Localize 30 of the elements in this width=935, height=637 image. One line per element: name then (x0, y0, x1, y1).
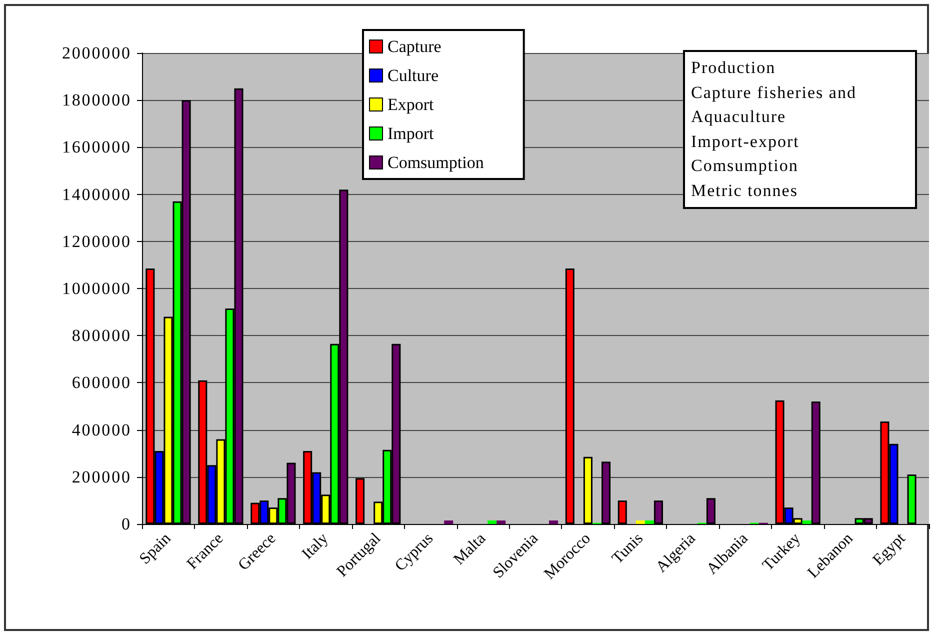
y-tick-label: 1 8 0 0 0 0 0 (62, 90, 130, 110)
legend-label: Culture (388, 66, 438, 85)
y-tick-label: 4 0 0 0 0 0 (72, 420, 130, 440)
annotation: Production (691, 57, 777, 79)
y-tick-label: 0 (122, 514, 130, 534)
bar (444, 520, 454, 524)
y-tick-label: 2 0 0 0 0 0 0 (62, 44, 130, 62)
annotation: Comsumption (691, 155, 800, 177)
bar (802, 520, 812, 524)
annotation: Metric tonnes (691, 180, 799, 202)
annotation: Import-export (691, 130, 800, 153)
y-tick-label: 2 0 0 0 0 0 (72, 467, 130, 486)
y-tick-label: 1 4 0 0 0 0 0 (62, 184, 130, 204)
annotation: Capture fisheries and (691, 82, 858, 104)
legend-label: Import (388, 124, 434, 143)
y-tick-label: 8 0 0 0 0 0 (72, 326, 130, 346)
y-tick-label: 1 6 0 0 0 0 0 (62, 138, 130, 157)
y-tick-label: 1 2 0 0 0 0 0 (62, 232, 130, 251)
bar (488, 520, 497, 524)
legend-label: Comsumption (388, 153, 484, 172)
y-tick-label: 1 0 0 0 0 0 0 (62, 279, 130, 298)
legend-label: Export (388, 95, 434, 114)
bar (549, 520, 558, 524)
x-tick-label: Italy (298, 530, 332, 563)
legend-label: Capture (388, 37, 442, 56)
annotation: Aquaculture (691, 106, 788, 128)
bar (636, 520, 645, 524)
bar (644, 520, 654, 524)
bar (496, 520, 506, 524)
y-tick-label: 6 0 0 0 0 0 (72, 373, 130, 392)
